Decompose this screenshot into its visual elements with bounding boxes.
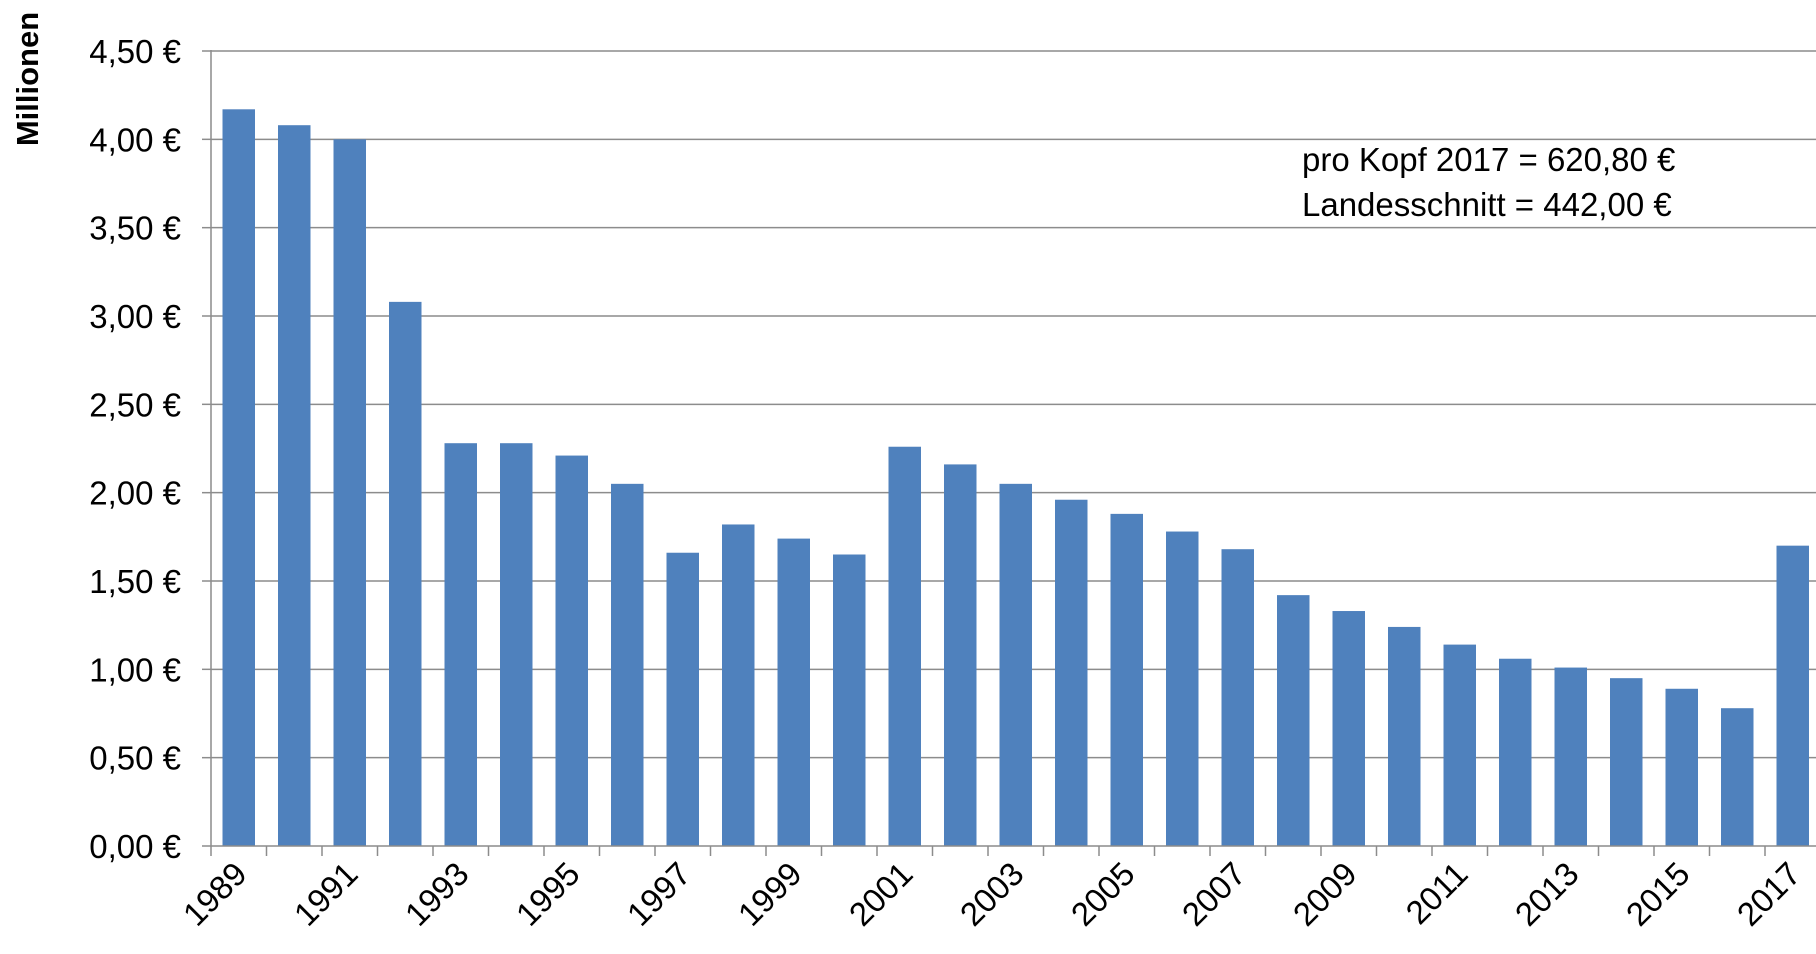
bar-1995 bbox=[555, 455, 588, 846]
y-tick-label: 1,00 € bbox=[89, 651, 181, 688]
bar-2017 bbox=[1776, 545, 1809, 846]
bar-1996 bbox=[611, 483, 644, 846]
bar-1991 bbox=[333, 139, 366, 847]
bar-1997 bbox=[666, 552, 699, 846]
bar-1994 bbox=[500, 443, 533, 846]
x-tick-labels: 1989 1991 1993 1995 1997 1999 2001 2003 2005 2007… bbox=[176, 855, 1808, 933]
x-tick-label: 1989 bbox=[176, 855, 254, 933]
bar-2000 bbox=[833, 554, 866, 846]
bar-2010 bbox=[1388, 626, 1421, 846]
y-tick-labels: 0,00 € 0,50 € 1,00 € 1,50 € 2,00 € 2,50 € 3,00… bbox=[89, 33, 181, 865]
bar-2005 bbox=[1110, 513, 1143, 846]
bar-2002 bbox=[944, 464, 977, 846]
y-tick-label: 4,50 € bbox=[89, 33, 181, 70]
x-tick-label: 2001 bbox=[842, 855, 920, 933]
bar-1998 bbox=[722, 524, 755, 846]
bar-1989 bbox=[222, 109, 255, 847]
y-tick-label: 3,00 € bbox=[89, 298, 181, 335]
bar-2004 bbox=[1055, 499, 1088, 846]
bar-2008 bbox=[1277, 595, 1310, 846]
y-tick-label: 2,50 € bbox=[89, 386, 181, 423]
x-tick-label: 1993 bbox=[398, 855, 476, 933]
x-tick-label: 1997 bbox=[620, 855, 698, 933]
y-tick-label: 4,00 € bbox=[89, 121, 181, 158]
axes bbox=[202, 50, 1816, 856]
bar-2015 bbox=[1665, 688, 1698, 846]
x-tick-label: 1999 bbox=[731, 855, 809, 933]
bar-1999 bbox=[777, 538, 810, 846]
y-tick-label: 2,00 € bbox=[89, 475, 181, 512]
x-tick-label: 2003 bbox=[953, 855, 1031, 933]
bar-2003 bbox=[999, 483, 1032, 846]
bar-1993 bbox=[444, 443, 477, 846]
y-tick-label: 0,00 € bbox=[89, 828, 181, 865]
bar-2001 bbox=[888, 446, 921, 846]
x-tick-label: 2017 bbox=[1730, 855, 1808, 933]
bar-2013 bbox=[1554, 667, 1587, 846]
x-tick-label: 2007 bbox=[1175, 855, 1253, 933]
y-tick-label: 3,50 € bbox=[89, 210, 181, 247]
bar-2014 bbox=[1610, 678, 1643, 846]
annotation-state-average: Landesschnitt = 442,00 € bbox=[1302, 186, 1672, 223]
bar-1990 bbox=[278, 125, 311, 846]
bar-2007 bbox=[1221, 549, 1254, 846]
y-tick-label: 0,50 € bbox=[89, 740, 181, 777]
x-tick-label: 2015 bbox=[1619, 855, 1697, 933]
x-tick-label: 2005 bbox=[1064, 855, 1142, 933]
y-axis-title: Millionen bbox=[10, 12, 45, 146]
bar-2006 bbox=[1166, 531, 1199, 846]
x-tick-label: 2011 bbox=[1398, 855, 1474, 931]
bar-2009 bbox=[1332, 611, 1365, 846]
x-tick-label: 1995 bbox=[509, 855, 587, 933]
bar-2011 bbox=[1443, 644, 1476, 846]
x-tick-label: 1991 bbox=[287, 855, 365, 933]
x-tick-label: 2013 bbox=[1508, 855, 1586, 933]
bar-2016 bbox=[1721, 708, 1754, 846]
annotation-per-capita: pro Kopf 2017 = 620,80 € bbox=[1302, 141, 1675, 178]
bar-2012 bbox=[1499, 658, 1532, 846]
bar-1992 bbox=[389, 301, 422, 846]
y-tick-label: 1,50 € bbox=[89, 563, 181, 600]
bars bbox=[222, 109, 1809, 847]
x-tick-label: 2009 bbox=[1286, 855, 1364, 933]
gridlines bbox=[211, 50, 1816, 759]
